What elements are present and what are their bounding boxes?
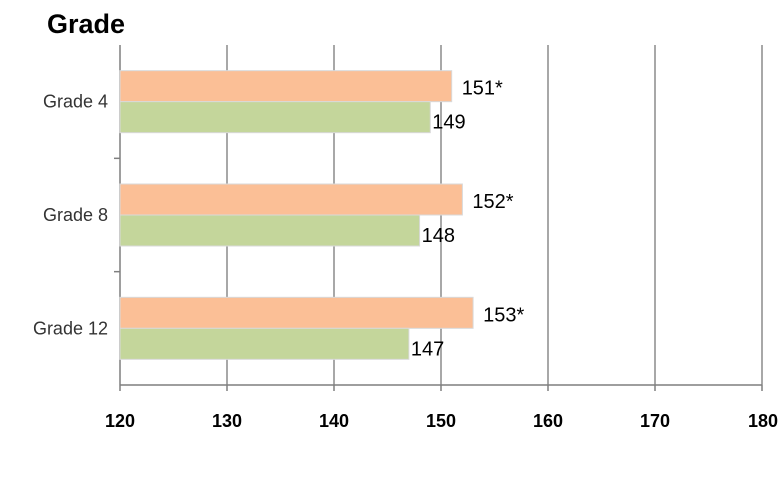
- x-tick-label: 160: [533, 411, 563, 431]
- bar: [119, 70, 453, 103]
- x-tick-label: 130: [212, 411, 242, 431]
- category-label: Grade 4: [43, 92, 108, 112]
- data-label: 151*: [462, 78, 503, 100]
- x-tick-label: 170: [640, 411, 670, 431]
- data-label: 147: [411, 338, 444, 360]
- x-tick-label: 150: [426, 411, 456, 431]
- bar: [119, 327, 410, 360]
- bar: [119, 296, 474, 329]
- data-label: 152*: [472, 191, 513, 213]
- category-label: Grade 8: [43, 205, 108, 225]
- bar: [119, 183, 463, 216]
- x-tick-label: 140: [319, 411, 349, 431]
- chart-title: Grade: [47, 9, 126, 39]
- bar: [119, 214, 421, 247]
- bar: [119, 101, 431, 134]
- category-label: Grade 12: [33, 318, 108, 338]
- x-tick-label: 180: [748, 411, 778, 431]
- data-label: 148: [422, 225, 455, 247]
- data-label: 153*: [483, 304, 524, 326]
- x-tick-label: 120: [105, 411, 135, 431]
- data-label: 149: [432, 112, 465, 134]
